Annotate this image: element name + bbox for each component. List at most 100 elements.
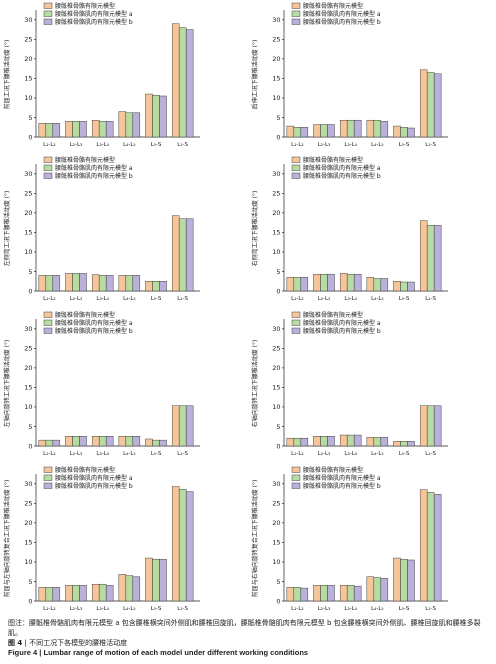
bar bbox=[105, 585, 114, 602]
bar bbox=[313, 124, 321, 138]
y-tick-label: 15 bbox=[272, 229, 280, 237]
bar bbox=[145, 93, 153, 138]
bar bbox=[132, 112, 141, 138]
legend-label: 腰骶椎骨骼肌肉有限元模型 b bbox=[303, 327, 381, 335]
x-tick-label: L₁-S bbox=[425, 606, 436, 612]
legend-label: 腰骶椎骨骼肌肉有限元模型 b bbox=[55, 327, 133, 335]
legend-label: 腰骶椎骨骼有限元模型 bbox=[303, 2, 363, 10]
legend-swatch bbox=[43, 319, 53, 326]
bar bbox=[79, 585, 87, 602]
bar bbox=[320, 436, 328, 447]
y-tick-label: 30 bbox=[272, 170, 280, 178]
bar bbox=[52, 275, 61, 292]
y-tick-label: 30 bbox=[24, 16, 32, 24]
bar bbox=[152, 281, 160, 292]
y-tick-label: 25 bbox=[24, 190, 32, 198]
y-tick-label: 15 bbox=[24, 384, 32, 392]
legend-label: 腰骶椎骨骼有限元模型 bbox=[55, 2, 115, 10]
chart-right-lateral-bending: 右侧弯工况下腰椎活动度 (°) 0 5 10 15 20 25 30 L₁-L₂ L₂-L₃ L₃-… bbox=[251, 156, 448, 302]
bar bbox=[132, 436, 141, 447]
bar bbox=[400, 441, 408, 447]
x-tick-label: L₄-L₅ bbox=[123, 606, 136, 612]
bar bbox=[159, 558, 167, 602]
bar bbox=[38, 587, 47, 602]
x-tick-label: L₂-L₃ bbox=[70, 296, 83, 302]
y-tick-label: 25 bbox=[272, 345, 280, 353]
bar bbox=[72, 585, 80, 602]
bar bbox=[286, 125, 295, 138]
bar bbox=[407, 127, 415, 138]
bar bbox=[72, 121, 80, 138]
y-tick-label: 0 bbox=[28, 597, 32, 605]
legend-label: 腰骶椎骨骼肌肉有限元模型 b bbox=[55, 172, 133, 180]
y-axis-label: 右轴向旋转工况下腰椎活动度 (°) bbox=[251, 340, 259, 428]
x-tick-label: L₂-L₃ bbox=[318, 296, 331, 302]
x-tick-label: L₅-S bbox=[151, 451, 162, 457]
x-tick-label: L₄-L₅ bbox=[371, 142, 384, 148]
x-tick-label: L₂-L₃ bbox=[70, 606, 83, 612]
bar bbox=[52, 587, 61, 602]
x-tick-label: L₄-L₅ bbox=[371, 296, 384, 302]
x-tick-label: L₂-L₃ bbox=[70, 451, 83, 457]
bar bbox=[339, 585, 348, 602]
bar bbox=[45, 439, 54, 447]
caption-title-en: Figure 4 | Lumbar range of motion of eac… bbox=[8, 648, 488, 658]
y-tick-label: 30 bbox=[24, 325, 32, 333]
x-tick-label: L₃-L₄ bbox=[96, 606, 109, 612]
y-tick-label: 0 bbox=[276, 287, 280, 295]
y-tick-label: 10 bbox=[272, 248, 280, 256]
legend-label: 腰骶椎骨骼有限元模型 bbox=[55, 156, 115, 164]
legend-label: 腰骶椎骨骼有限元模型 bbox=[303, 311, 363, 319]
bar bbox=[185, 405, 194, 447]
y-tick-label: 25 bbox=[272, 500, 280, 508]
bar bbox=[433, 494, 442, 602]
y-tick-label: 15 bbox=[24, 539, 32, 547]
caption-note: 图注：腰骶椎骨骼肌肉有限元模型 a 包含腰椎横突间外侧肌和腰椎回旋肌，腰骶椎骨骼… bbox=[8, 619, 481, 637]
y-tick-label: 0 bbox=[28, 442, 32, 450]
y-tick-label: 0 bbox=[28, 287, 32, 295]
y-tick-label: 20 bbox=[272, 364, 280, 372]
bar bbox=[185, 29, 194, 138]
x-tick-label: L₃-L₄ bbox=[96, 451, 109, 457]
bar bbox=[52, 123, 61, 138]
y-tick-label: 10 bbox=[24, 403, 32, 411]
bar bbox=[79, 436, 87, 447]
y-axis-label: 前屈与右轴向旋转复合工况下腰椎活动度 (°) bbox=[251, 480, 259, 598]
y-tick-label: 30 bbox=[24, 170, 32, 178]
bar bbox=[353, 273, 362, 292]
legend-swatch bbox=[43, 2, 53, 9]
bar bbox=[171, 486, 180, 602]
legend-swatch bbox=[291, 156, 301, 163]
legend-swatch bbox=[291, 164, 301, 171]
caption-fig-label-cn: 图 4 bbox=[8, 639, 23, 647]
bar bbox=[380, 121, 389, 138]
caption-title-en-text: Lumbar range of motion of each model und… bbox=[43, 648, 309, 657]
y-tick-label: 5 bbox=[276, 423, 280, 431]
x-tick-label: L₃-L₄ bbox=[344, 296, 357, 302]
legend-swatch bbox=[291, 482, 301, 489]
chart-left-lateral-bending: 左侧弯工况下腰椎活动度 (°) 0 5 10 15 20 25 30 L₁-L₂ L₂-L₃ L₃-… bbox=[3, 156, 200, 302]
x-tick-label: L₅-S bbox=[151, 606, 162, 612]
y-tick-label: 30 bbox=[272, 16, 280, 24]
chart-right-axial-rotation: 右轴向旋转工况下腰椎活动度 (°) 0 5 10 15 20 25 30 L₁-L₂ L₂-L₃ L… bbox=[251, 311, 448, 457]
bar bbox=[159, 439, 167, 447]
bar bbox=[185, 218, 194, 292]
bar bbox=[433, 73, 442, 138]
bar bbox=[339, 273, 348, 292]
y-tick-label: 25 bbox=[24, 345, 32, 353]
bar bbox=[393, 125, 401, 138]
bar bbox=[91, 119, 100, 138]
bar bbox=[118, 574, 127, 602]
bar bbox=[152, 439, 160, 447]
bar bbox=[98, 436, 107, 447]
bar bbox=[159, 95, 167, 138]
y-tick-label: 0 bbox=[276, 597, 280, 605]
y-tick-label: 5 bbox=[28, 423, 32, 431]
bar bbox=[125, 436, 134, 447]
y-axis-label: 右侧弯工况下腰椎活动度 (°) bbox=[251, 191, 259, 267]
bar bbox=[178, 218, 187, 292]
x-tick-label: L₄-L₅ bbox=[371, 451, 384, 457]
y-tick-label: 30 bbox=[24, 480, 32, 488]
x-tick-label: L₃-L₄ bbox=[96, 296, 109, 302]
bar bbox=[353, 119, 362, 138]
